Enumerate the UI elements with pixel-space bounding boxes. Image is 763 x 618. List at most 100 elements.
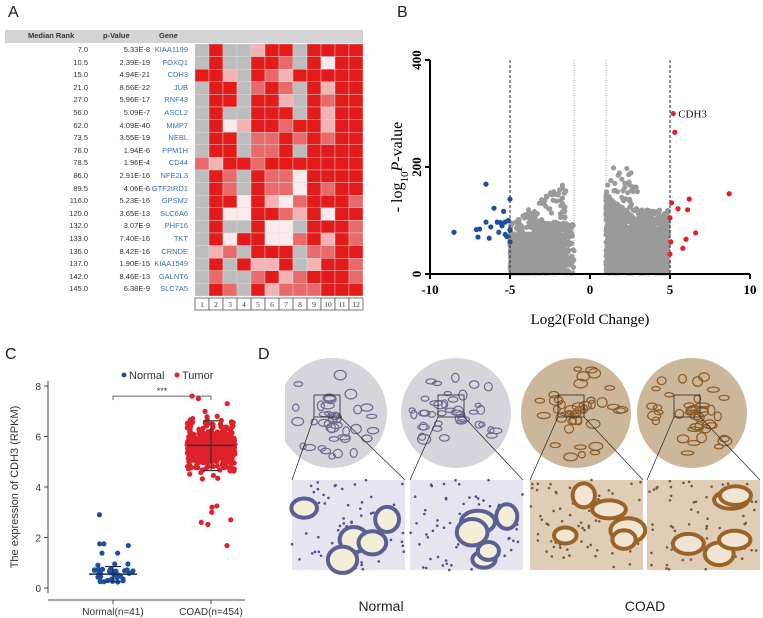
ns-point [623, 229, 629, 235]
row-gene[interactable]: ASCL2 [164, 108, 188, 117]
row-gene[interactable]: PPM1H [162, 145, 188, 155]
heatmap-cell [208, 207, 224, 221]
nucleus [346, 503, 350, 507]
row-gene[interactable]: CDH3 [167, 70, 188, 80]
tumor-point [196, 426, 202, 432]
nucleus [594, 519, 598, 522]
ns-point [551, 245, 557, 251]
heatmap-cell [264, 194, 280, 208]
ns-point [548, 191, 554, 197]
down-point [488, 224, 494, 230]
nucleus [595, 548, 599, 552]
gland [670, 531, 706, 556]
ns-point [636, 221, 642, 227]
ns-point [636, 258, 642, 264]
ns-point [524, 245, 530, 251]
gland [438, 434, 450, 442]
nucleus [316, 535, 320, 539]
nucleus [458, 512, 462, 516]
row-gene[interactable]: SLC6A6 [160, 208, 188, 218]
nucleus [611, 552, 614, 555]
gland [293, 381, 304, 387]
nucleus [402, 550, 406, 553]
nucleus [651, 528, 654, 531]
row-gene[interactable]: CRNDE [161, 246, 188, 256]
tumor-point [215, 475, 221, 481]
row-p: 1.96E-4 [123, 158, 150, 168]
heatmap-cell [278, 194, 294, 208]
nucleus [392, 503, 396, 507]
heatmap-cell [292, 68, 308, 82]
gland [646, 402, 658, 411]
nucleus [555, 491, 558, 495]
nucleus [442, 482, 446, 486]
heatmap-cell [208, 169, 224, 183]
nucleus [650, 563, 653, 567]
row-gene[interactable]: PHF16 [164, 221, 188, 231]
row-gene[interactable]: GPSM2 [161, 196, 188, 206]
row-rank: 7.0 [77, 45, 88, 54]
row-gene[interactable]: JUB [173, 82, 188, 92]
nucleus [327, 496, 330, 500]
tumor-point [201, 450, 207, 456]
ns-point [605, 247, 611, 253]
legend-marker-normal [121, 372, 127, 378]
normal-point [97, 578, 103, 585]
nucleus [687, 522, 691, 526]
row-gene[interactable]: SLC7A5 [160, 284, 188, 294]
gland [716, 528, 753, 551]
row-gene[interactable]: MMP7 [166, 120, 188, 130]
heatmap-cell [236, 194, 252, 208]
tumor-point [220, 459, 226, 465]
row-gene[interactable]: KIAA1199 [154, 45, 188, 54]
nucleus [671, 526, 675, 529]
ns-point [605, 182, 611, 188]
zoom-line [291, 416, 315, 481]
heatmap-cell [236, 43, 252, 57]
ns-point [553, 239, 560, 245]
row-gene[interactable]: GTF2IRD1 [151, 183, 188, 193]
ns-point [559, 182, 566, 188]
nucleus [530, 486, 534, 490]
gland [429, 400, 443, 407]
up-point [685, 207, 691, 213]
ns-point [550, 260, 556, 266]
nucleus [742, 514, 745, 518]
nucleus [312, 490, 316, 494]
row-gene[interactable]: KIAA1549 [154, 259, 188, 269]
heatmap-cell [278, 182, 294, 196]
tumor-point [214, 463, 220, 469]
nucleus [743, 522, 746, 526]
nucleus [689, 558, 693, 561]
nucleus [545, 550, 548, 553]
gland [683, 402, 695, 409]
nucleus [361, 567, 365, 571]
row-rank: 89.5 [73, 183, 88, 193]
nucleus [401, 531, 405, 535]
up-point [683, 236, 689, 242]
row-gene[interactable]: TKT [173, 234, 188, 243]
ns-point [634, 189, 640, 195]
heatmap-cell [348, 157, 364, 171]
tumor-point [231, 437, 238, 443]
ns-point [570, 221, 576, 228]
nucleus [552, 545, 556, 549]
row-gene[interactable]: FOXQ1 [162, 57, 188, 67]
ns-point [547, 206, 553, 212]
row-gene[interactable]: RNF43 [164, 95, 188, 105]
gland [713, 411, 722, 422]
tumor-point [191, 457, 197, 463]
heatmap-cell [334, 56, 350, 70]
up-point [667, 215, 673, 221]
nucleus [429, 557, 432, 561]
row-gene[interactable]: NFE2L3 [160, 171, 188, 180]
nucleus [681, 558, 685, 562]
heatmap-cell [236, 258, 252, 272]
row-gene[interactable]: GALNT6 [158, 271, 188, 281]
gland [680, 450, 695, 456]
row-gene[interactable]: CD44 [168, 158, 188, 168]
heatmap-cell [292, 245, 308, 259]
tumor-point [199, 476, 205, 482]
row-gene[interactable]: NEBL [168, 133, 188, 143]
nucleus [630, 482, 633, 486]
